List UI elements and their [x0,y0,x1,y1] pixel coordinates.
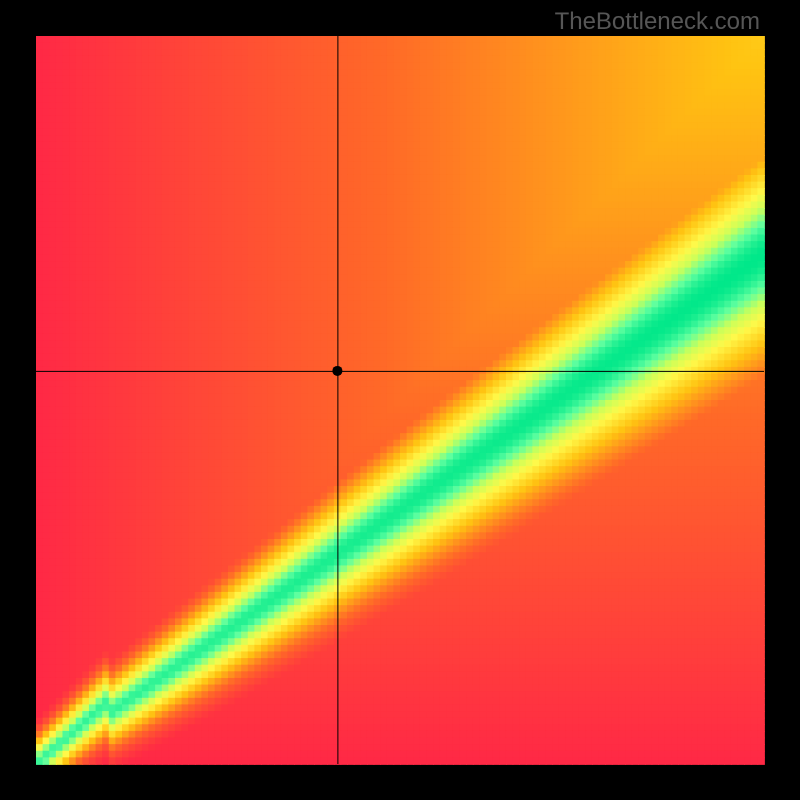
watermark-text: TheBottleneck.com [555,8,760,36]
bottleneck-heatmap [0,0,800,800]
chart-container: TheBottleneck.com [0,0,800,800]
